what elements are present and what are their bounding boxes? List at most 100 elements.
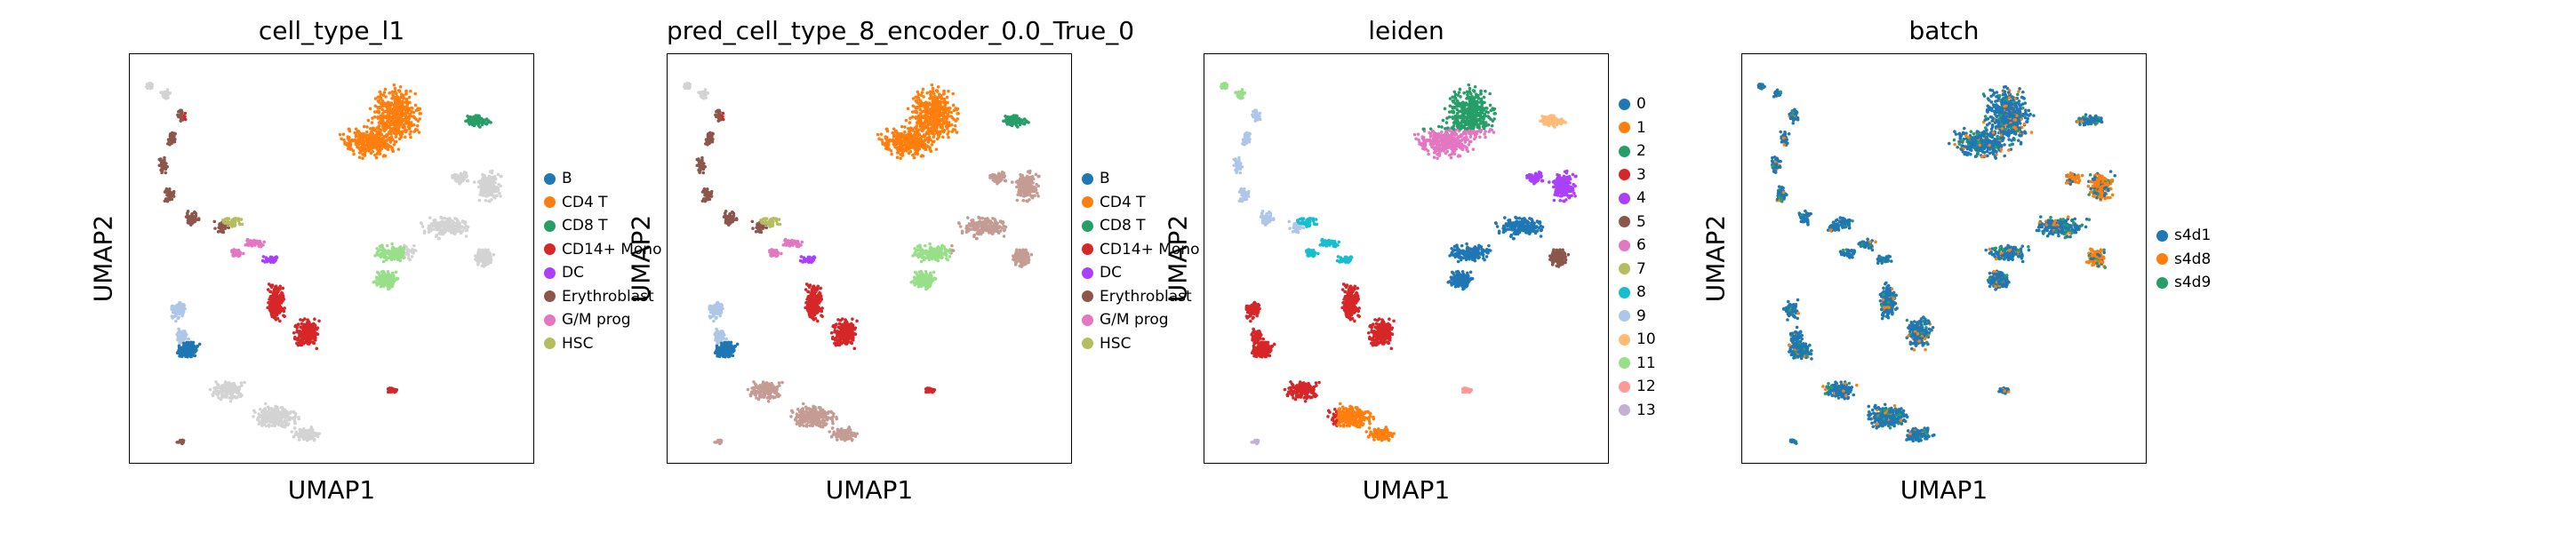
scatter-point (292, 410, 295, 414)
scatter-point (223, 218, 228, 221)
scatter-point (278, 284, 283, 289)
scatter-point (398, 99, 403, 104)
scatter-point (208, 387, 212, 392)
scatter-point (270, 413, 275, 417)
scatter-point (264, 259, 268, 263)
scatter-point (361, 135, 364, 139)
scatter-point (405, 120, 410, 123)
scatter-point (499, 184, 502, 188)
scatter-point (490, 198, 493, 202)
scatter-point (285, 411, 290, 415)
scatter-point (252, 240, 257, 243)
scatter-point (464, 235, 468, 238)
scatter-point (274, 298, 278, 302)
scatter-point (276, 407, 280, 411)
scatter-point (239, 381, 244, 385)
scatter-point (181, 349, 186, 354)
scatter-point (292, 419, 297, 423)
scatter-point (435, 233, 439, 237)
scatter-point (489, 121, 492, 124)
scatter-point (356, 129, 360, 133)
scatter-point (486, 120, 490, 124)
scatter-point (477, 120, 481, 124)
scatter-point (212, 219, 217, 224)
scatter-point (392, 256, 396, 259)
scatter-point (417, 131, 421, 134)
scatter-point (405, 115, 409, 119)
scatter-point (408, 258, 412, 262)
scatter-point (499, 195, 502, 198)
scatter-point (429, 227, 433, 231)
scatter-point (387, 103, 390, 107)
scatter-point (410, 255, 414, 259)
scatter-point (298, 331, 301, 336)
scatter-point (274, 256, 277, 260)
scatter-point (264, 424, 268, 428)
scatter-point (379, 96, 383, 100)
scatter-point (375, 246, 379, 251)
scatter-point (272, 287, 276, 291)
scatter-point (443, 230, 447, 235)
scatter-point (172, 307, 175, 312)
scatter-point (237, 221, 242, 226)
scatter-point (380, 282, 384, 286)
scatter-point (404, 109, 408, 114)
scatter-point (388, 140, 393, 144)
scatter-point (304, 433, 308, 437)
scatter-point (390, 90, 395, 94)
scatter-point (419, 112, 422, 115)
scatter-point (411, 251, 414, 254)
scatter-point (397, 115, 402, 118)
scatter-point (240, 394, 244, 397)
scatter-point (163, 161, 166, 164)
scatter-point (438, 225, 443, 228)
scatter-point (404, 252, 408, 256)
scatter-point (259, 244, 263, 249)
scatter-point (404, 135, 407, 139)
scatter-point (269, 298, 273, 302)
scatter-point (420, 221, 423, 226)
scatter-point (216, 389, 220, 394)
scatter-point (387, 249, 391, 253)
scatter-point (188, 344, 192, 347)
scatter-point (245, 242, 250, 246)
scatter-point (352, 152, 356, 156)
scatter-point (378, 248, 382, 251)
scatter-point (228, 395, 233, 400)
scatter-point (357, 155, 362, 159)
scatter-point (183, 330, 187, 334)
scatter-point (396, 117, 400, 121)
scatter-point (273, 424, 276, 428)
scatter-point (298, 427, 302, 432)
scatter-point (365, 147, 370, 152)
scatter-point (186, 216, 190, 220)
scatter-point (403, 112, 406, 116)
scatter-point (297, 417, 301, 421)
scatter-point (487, 199, 491, 203)
scatter-point (275, 302, 279, 306)
scatter-point (388, 108, 392, 113)
scatter-point (391, 271, 395, 275)
scatter-point (371, 116, 374, 120)
scatter-point (388, 91, 392, 95)
scatter-point (384, 124, 388, 128)
scatter-point (373, 97, 378, 100)
scatter-point (172, 139, 177, 144)
umap-plot-area (129, 53, 534, 464)
scatter-point (499, 174, 503, 179)
scatter-point (343, 140, 347, 145)
scatter-point (285, 423, 290, 427)
scatter-point (292, 435, 296, 439)
scatter-point (389, 137, 393, 141)
scatter-point (380, 138, 385, 142)
scatter-point (166, 142, 170, 146)
scatter-point (396, 94, 399, 99)
scatter-point (264, 418, 268, 421)
scatter-point (380, 276, 383, 281)
scatter-point (428, 216, 432, 219)
scatter-point (498, 191, 501, 195)
scatter-point (305, 333, 309, 338)
scatter-point (456, 228, 460, 232)
scatter-point (236, 251, 241, 255)
scatter-point (163, 190, 167, 194)
